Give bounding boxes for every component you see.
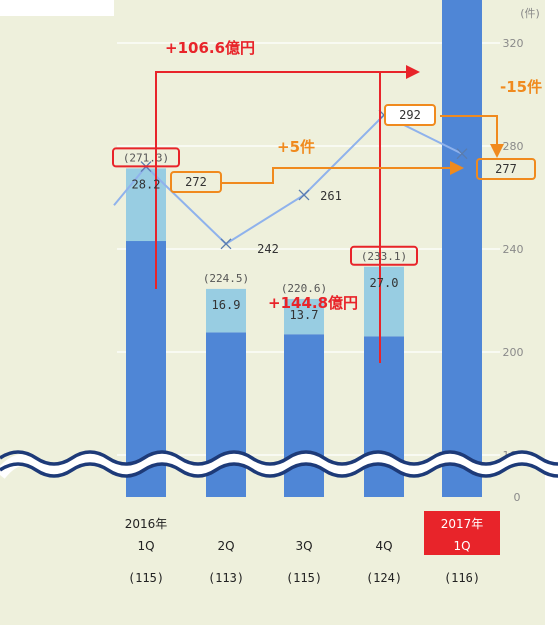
line-point-marker — [298, 189, 310, 201]
x-quarter-label: 4Q — [375, 539, 392, 553]
x-quarter-label: 3Q — [295, 539, 312, 553]
wave-gap — [0, 452, 558, 479]
bar-total-box — [350, 245, 418, 266]
x-count-label: (124) — [366, 571, 402, 585]
orange-arrowhead-left — [450, 161, 464, 175]
line-value-box — [170, 171, 222, 193]
bar-top-value-label: 16.9 — [212, 298, 241, 312]
annotation-orange-right: -15件 — [500, 78, 542, 96]
bar-top — [206, 288, 246, 333]
bars — [126, 0, 482, 498]
red-arrow-top — [155, 71, 408, 289]
orange-arrow-left — [222, 167, 452, 184]
value-labels: 28.216.913.727.013.6(271.3)(224.5)(220.6… — [123, 108, 517, 322]
top-left-notch — [0, 0, 114, 16]
red-arrowhead-top — [406, 65, 420, 79]
bar-total-label: (224.5) — [203, 272, 249, 285]
x-quarter-label: 1Q — [137, 539, 154, 553]
bar-total-label: (220.6) — [281, 282, 327, 295]
x-count-label: (115) — [128, 571, 164, 585]
wave-line — [0, 450, 558, 466]
line-value-box — [384, 104, 436, 126]
axis-break-wave — [0, 450, 558, 479]
x-count-label: (116) — [444, 571, 480, 585]
line-point-marker — [220, 238, 232, 250]
y-tick-label: 280 — [503, 140, 524, 153]
bar-top-value-label: 27.0 — [370, 276, 399, 290]
wave-line — [0, 462, 558, 478]
bar-top-value-label: 13.7 — [290, 308, 319, 322]
bar-top — [364, 266, 404, 337]
bar-total-label: (233.1) — [361, 250, 407, 263]
annotation-arrows — [112, 65, 536, 363]
orange-arrow-right — [440, 115, 498, 146]
line-value-label: 292 — [399, 108, 421, 122]
bar-main — [442, 0, 482, 498]
highlight-category-box — [424, 511, 500, 555]
line-value-label: 277 — [495, 162, 517, 176]
bar-top — [284, 298, 324, 335]
line-value-label: 261 — [320, 189, 342, 203]
y-tick-label: 320 — [503, 37, 524, 50]
x-axis: 2016年 1Q (115) 2Q (113) 3Q (115) 4Q (124) 2017年 1Q… — [125, 511, 500, 585]
bar-total-box — [112, 147, 180, 168]
annotation-orange-left: +5件 — [277, 138, 315, 156]
line-value-label: 242 — [257, 242, 279, 256]
y-axis-unit: (件) — [520, 7, 540, 20]
x-year-label: 2017年 — [441, 517, 484, 531]
y-tick-label: 240 — [503, 243, 524, 256]
line-point-marker — [456, 148, 468, 160]
x-quarter-label: 1Q — [453, 539, 470, 553]
x-count-label: (113) — [208, 571, 244, 585]
y-tick-label: 0 — [514, 491, 521, 504]
line-value-box — [476, 158, 536, 180]
y-tick-label: 200 — [503, 346, 524, 359]
x-quarter-label: 2Q — [217, 539, 234, 553]
line-value-label: 272 — [185, 175, 207, 189]
x-year-label: 2016年 — [125, 517, 168, 531]
bar-main — [284, 334, 324, 497]
orange-arrowhead-right — [490, 144, 504, 158]
bar-top-value-label: 28.2 — [132, 177, 161, 191]
annotation-red-mid: +144.8億円 — [268, 294, 358, 312]
x-count-label: (115) — [286, 571, 322, 585]
bar-total-label: (271.3) — [123, 151, 169, 164]
annotation-red-top: +106.6億円 — [165, 39, 255, 57]
